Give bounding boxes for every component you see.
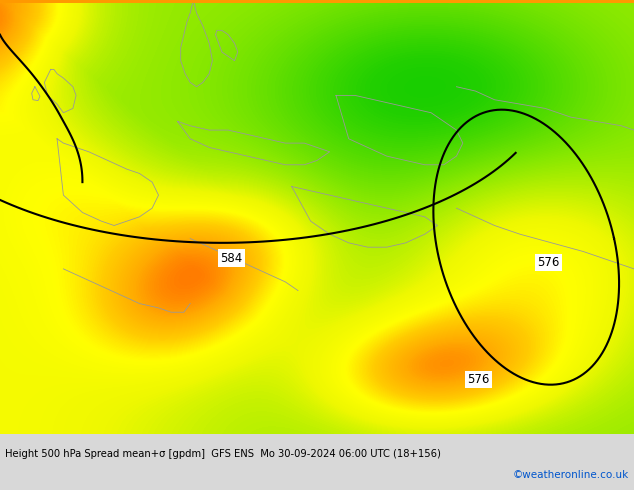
Text: 584: 584 [220,251,243,265]
Text: 576: 576 [537,256,560,269]
Text: ©weatheronline.co.uk: ©weatheronline.co.uk [513,470,629,480]
Text: 576: 576 [467,373,490,386]
Text: Height 500 hPa Spread mean+σ [gpdm]  GFS ENS  Mo 30-09-2024 06:00 UTC (18+156): Height 500 hPa Spread mean+σ [gpdm] GFS … [5,449,441,460]
